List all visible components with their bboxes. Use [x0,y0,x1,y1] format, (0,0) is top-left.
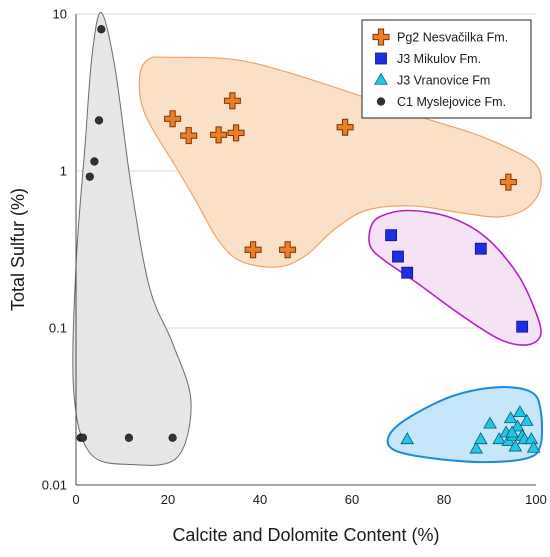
data-point [526,440,541,453]
data-point [503,411,518,424]
x-tick-label: 100 [525,492,547,507]
data-point [499,173,517,191]
axes: 0 20 40 60 80 100 0.01 0.1 1 10 [42,7,547,508]
data-point [385,229,398,242]
legend-marker [374,72,388,85]
data-point [227,124,245,142]
legend-label: Pg2 Nesvačilka Fm. [397,31,508,45]
data-point [244,241,262,259]
data-point [180,127,198,145]
data-point [474,242,487,255]
data-point [519,413,534,426]
data-point [492,432,507,445]
data-point [392,250,404,263]
x-axis-title: Calcite and Dolomite Content (%) [172,525,439,545]
data-point [90,157,99,166]
y-axis-title: Total Sulfur (%) [8,188,28,311]
data-point [210,126,228,144]
legend-marker [375,52,387,65]
data-point [505,425,519,438]
data-point [168,433,177,442]
data-point [223,92,241,110]
data-point [124,433,133,442]
data-point [400,432,415,445]
data-point [469,441,484,454]
legend: Pg2 Nesvačilka Fm. J3 Mikulov Fm. J3 Vrano… [361,19,532,119]
data-point [85,172,94,181]
x-tick-label: 60 [345,492,359,507]
y-tick-label: 0.01 [42,478,67,493]
data-point [94,116,104,125]
data-point [483,416,497,429]
data-point [78,433,87,442]
x-tick-label: 0 [72,492,79,507]
group-regions [72,12,544,466]
data-point [97,25,106,34]
data-points [76,25,541,454]
x-tick-label: 80 [437,492,451,507]
data-point [516,320,529,333]
y-tick-label: 10 [53,7,67,22]
data-point [279,241,297,259]
x-tick-label: 20 [161,492,175,507]
legend-box [361,19,532,119]
data-point [473,432,488,445]
legend-label: C1 Myslejovice Fm. [397,95,506,109]
region-c1-myslejovice [72,12,192,466]
legend-label: J3 Mikulov Fm. [397,52,481,66]
region-j3-mikulov [368,209,542,346]
y-tick-label: 1 [60,164,67,179]
legend-label: J3 Vranovice Fm [397,74,490,88]
x-tick-label: 40 [253,492,267,507]
data-point [524,432,539,445]
data-point [164,110,182,128]
legend-marker [372,28,390,46]
data-point [336,118,354,136]
data-point [513,405,527,418]
y-tick-label: 0.1 [49,321,67,336]
legend-marker [376,97,386,106]
data-point [401,266,414,279]
data-point [508,439,523,452]
